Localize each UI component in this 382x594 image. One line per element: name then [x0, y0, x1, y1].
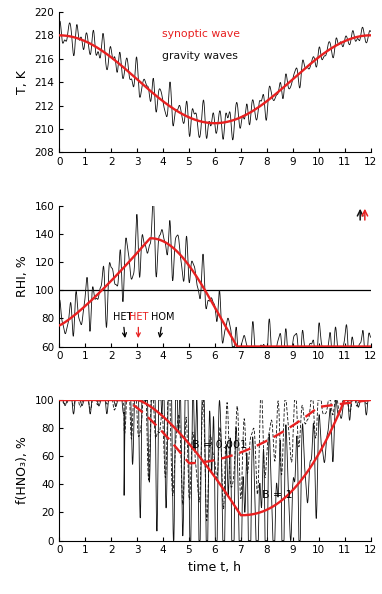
Text: HET: HET — [129, 312, 148, 337]
Text: synoptic wave: synoptic wave — [162, 29, 240, 39]
Text: HET: HET — [113, 312, 133, 337]
Text: HOM: HOM — [151, 312, 175, 337]
Text: B = 1: B = 1 — [262, 491, 292, 500]
Y-axis label: RHI, %: RHI, % — [16, 255, 29, 297]
X-axis label: time t, h: time t, h — [188, 561, 241, 574]
Y-axis label: T, K: T, K — [16, 70, 29, 94]
Text: B = 0.001: B = 0.001 — [191, 440, 246, 450]
Y-axis label: f(HNO₃), %: f(HNO₃), % — [16, 437, 29, 504]
Text: gravity waves: gravity waves — [162, 51, 238, 61]
